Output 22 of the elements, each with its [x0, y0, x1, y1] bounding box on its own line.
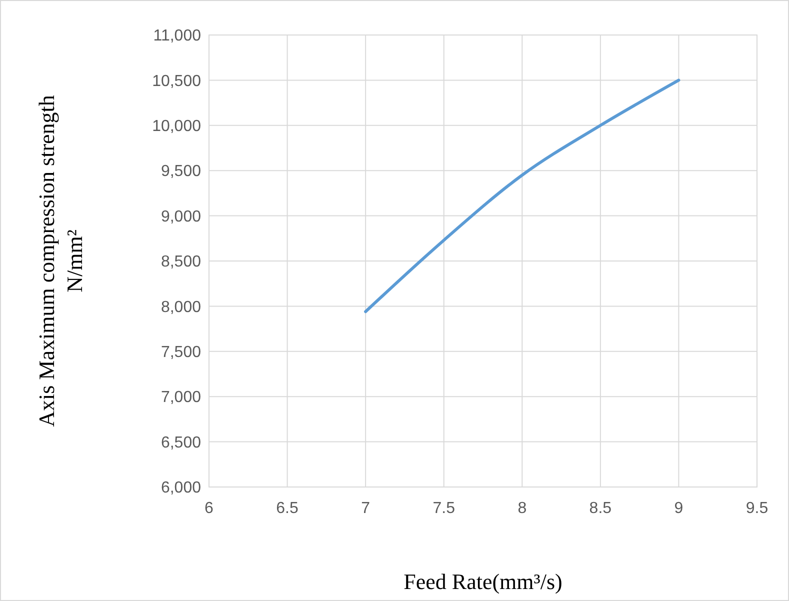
x-tick-label: 7: [361, 500, 370, 517]
x-axis-title: Feed Rate(mm³/s): [404, 569, 562, 594]
y-axis-title: Axis Maximum compression strength N/mm²: [34, 95, 87, 427]
x-tick-label: 8.5: [589, 500, 612, 517]
y-tick-label: 8,500: [160, 254, 202, 271]
x-tick-label: 8: [518, 500, 527, 517]
x-tick-label: 9: [674, 500, 684, 517]
y-tick-label: 7,500: [160, 344, 202, 361]
y-tick-label: 8,000: [160, 298, 202, 316]
y-tick-label: 9,500: [160, 163, 202, 180]
x-tick-label: 9.5: [746, 500, 768, 517]
y-tick-label: 10,000: [152, 118, 202, 135]
y-tick-label: 6,000: [160, 480, 202, 497]
y-tick-label: 9,000: [160, 208, 202, 226]
y-tick-label: 11,000: [153, 28, 202, 45]
x-tick-label: 6.5: [276, 500, 299, 517]
x-tick-label: 6: [204, 500, 214, 517]
line-series: [364, 78, 680, 314]
x-tick-label: 7.5: [432, 500, 456, 517]
y-tick-label: 7,000: [160, 389, 202, 406]
y-tick-label: 10,500: [152, 72, 202, 90]
y-tick-label: 6,500: [160, 434, 202, 452]
